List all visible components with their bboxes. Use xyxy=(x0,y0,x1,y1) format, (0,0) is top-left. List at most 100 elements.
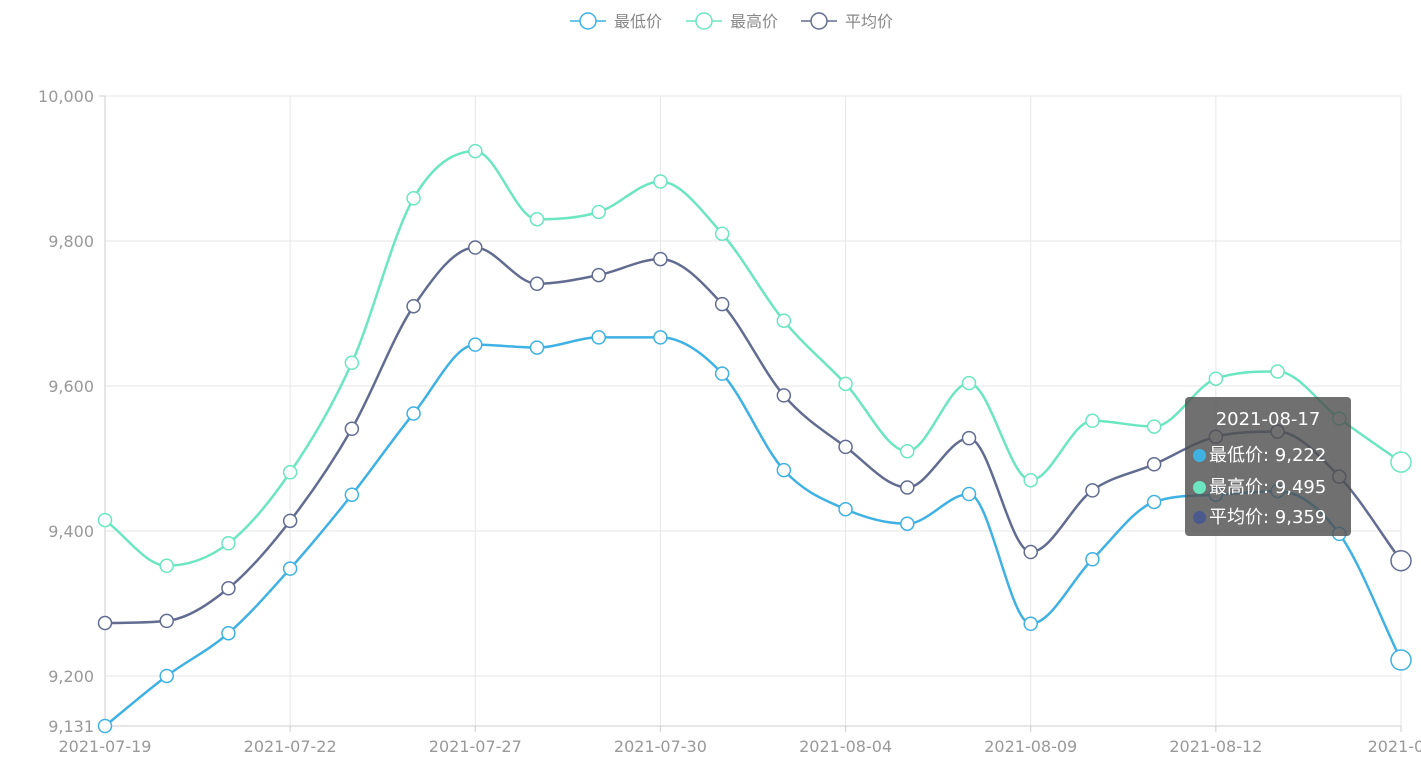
data-point xyxy=(468,143,483,159)
x-tick-label: 2021-07-27 xyxy=(429,737,522,756)
data-point xyxy=(406,298,421,314)
data-point xyxy=(838,439,853,455)
data-point xyxy=(529,211,545,227)
data-point xyxy=(221,625,236,641)
data-point xyxy=(900,516,915,531)
legend-label: 最低价 xyxy=(614,12,662,31)
data-point xyxy=(900,480,915,495)
data-point xyxy=(900,443,915,459)
data-point xyxy=(961,375,977,391)
data-point xyxy=(468,337,483,352)
y-tick-label: 10,000 xyxy=(38,87,94,106)
legend-item[interactable]: 平均价 xyxy=(801,12,893,31)
data-point xyxy=(529,340,545,355)
x-tick-label: 2021-08-09 xyxy=(984,737,1077,756)
x-tick-label: 2021-08 xyxy=(1368,737,1421,756)
y-axis-labels: 9,131 9,200 9,400 9,600 9,800 10,000 xyxy=(38,87,94,736)
data-point xyxy=(282,561,298,576)
data-point xyxy=(344,355,360,371)
tooltip-dot-icon xyxy=(1193,511,1206,524)
y-tick-label: 9,200 xyxy=(48,667,94,686)
series-line xyxy=(104,246,1403,625)
x-tick-label: 2021-07-19 xyxy=(59,737,152,756)
data-point xyxy=(282,465,298,480)
data-point xyxy=(221,581,236,596)
data-point xyxy=(159,558,174,574)
data-point xyxy=(344,421,360,437)
x-tick-label: 2021-08-12 xyxy=(1169,737,1262,756)
legend-marker-icon xyxy=(695,12,713,30)
x-tick-label: 2021-07-22 xyxy=(244,737,337,756)
data-point xyxy=(282,513,298,529)
data-point xyxy=(1390,451,1412,473)
legend-item[interactable]: 最高价 xyxy=(686,12,778,31)
y-tick-label: 9,131 xyxy=(48,717,94,736)
tooltip-row-text: 最低价: 9,222 xyxy=(1209,445,1327,466)
data-point xyxy=(468,240,483,255)
data-point xyxy=(221,536,236,551)
tooltip-row-min: 最低价: 9,222 xyxy=(1193,441,1326,467)
tooltip-dot-icon xyxy=(1193,481,1206,494)
data-point xyxy=(1085,483,1100,498)
data-point xyxy=(344,487,360,502)
data-point xyxy=(1146,457,1162,472)
series-lines xyxy=(97,143,1412,734)
tooltip-row-text: 最高价: 9,495 xyxy=(1209,477,1327,498)
data-point xyxy=(838,376,853,392)
tooltip-row-max: 最高价: 9,495 xyxy=(1193,473,1326,499)
data-point xyxy=(653,174,668,189)
y-tick-label: 9,800 xyxy=(48,232,94,251)
data-point xyxy=(838,501,853,517)
data-point xyxy=(1023,472,1038,488)
data-point xyxy=(961,430,977,446)
x-tick-label: 2021-08-04 xyxy=(799,737,892,756)
data-point xyxy=(776,313,792,328)
tooltip-title: 2021-08-17 xyxy=(1215,409,1321,430)
data-point xyxy=(97,615,113,631)
data-point xyxy=(159,668,174,684)
data-point xyxy=(591,204,606,220)
data-point xyxy=(653,330,668,345)
data-point xyxy=(653,251,668,267)
legend-marker-icon xyxy=(810,12,828,30)
tooltip: 2021-08-17 最低价: 9,222 最高价: 9,495 平均价: 9,… xyxy=(1185,397,1351,536)
data-point xyxy=(714,226,730,241)
series-2 xyxy=(97,143,1412,574)
data-point xyxy=(1146,419,1162,434)
data-point xyxy=(1208,371,1224,386)
legend-label: 平均价 xyxy=(845,12,893,31)
data-point xyxy=(97,718,113,734)
data-point xyxy=(1146,494,1162,510)
data-point xyxy=(1390,549,1412,572)
data-point xyxy=(591,267,606,283)
x-tick-label: 2021-07-30 xyxy=(614,737,707,756)
legend[interactable]: 最低价 最高价 平均价 xyxy=(570,12,893,31)
data-point xyxy=(1023,616,1038,632)
data-point xyxy=(97,512,113,528)
data-point xyxy=(714,366,730,381)
y-tick-label: 9,400 xyxy=(48,522,94,541)
series-line xyxy=(104,336,1403,727)
data-point xyxy=(1085,552,1100,567)
data-point xyxy=(961,486,977,502)
data-point xyxy=(1270,364,1285,379)
y-tick-label: 9,600 xyxy=(48,377,94,396)
data-point xyxy=(776,462,792,478)
data-point xyxy=(406,406,421,421)
series-1 xyxy=(97,330,1412,734)
data-point xyxy=(1085,413,1100,429)
x-axis-labels: 2021-07-19 2021-07-22 2021-07-27 2021-07-30… xyxy=(59,737,1421,756)
data-point xyxy=(1023,544,1038,560)
data-point xyxy=(714,296,730,312)
tooltip-row-avg: 平均价: 9,359 xyxy=(1193,503,1326,529)
legend-marker-icon xyxy=(579,12,597,30)
legend-label: 最高价 xyxy=(730,12,778,31)
data-point xyxy=(159,613,174,629)
legend-item[interactable]: 最低价 xyxy=(570,12,662,31)
data-point xyxy=(1390,649,1412,671)
data-point xyxy=(591,330,606,345)
tooltip-row-text: 平均价: 9,359 xyxy=(1209,507,1327,528)
data-point xyxy=(529,276,545,292)
data-point xyxy=(406,190,421,206)
